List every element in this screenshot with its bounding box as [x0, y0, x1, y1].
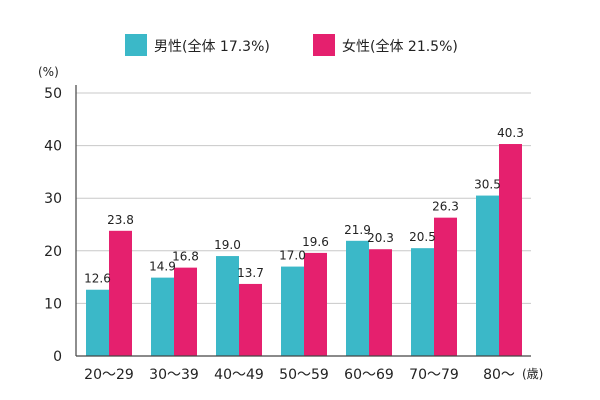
data-label: 13.7 — [237, 266, 264, 280]
data-label: 26.3 — [432, 200, 459, 214]
legend-label-1: 男性(全体 17.3%) — [154, 38, 270, 55]
data-label: 20.3 — [367, 231, 394, 245]
bar-female-4 — [304, 252, 327, 356]
bar-female-7 — [499, 144, 522, 356]
y-tick-label: 0 — [53, 349, 62, 365]
x-tick-label: 50〜59 — [279, 367, 329, 383]
data-label: 23.8 — [107, 213, 134, 227]
x-axis-unit: (歳) — [522, 367, 543, 381]
y-tick-label: 20 — [44, 244, 62, 260]
data-label: 30.5 — [474, 178, 501, 192]
data-label: 20.5 — [409, 230, 436, 244]
bar-male-5 — [346, 240, 369, 356]
bar-female-6 — [434, 217, 457, 356]
data-label: 14.9 — [149, 260, 176, 274]
y-axis-ticks: 0 10 20 30 40 50 — [44, 86, 62, 365]
legend-swatch-2 — [313, 34, 335, 56]
bar-female-2 — [174, 267, 197, 356]
data-label: 16.8 — [172, 250, 199, 264]
bar-male-1 — [86, 289, 109, 356]
data-label: 19.0 — [214, 238, 241, 252]
x-tick-label: 30〜39 — [149, 367, 199, 383]
value-labels: 12.6 14.9 19.0 17.0 21.9 20.5 30.5 23.8 16.8 13.7… — [84, 126, 524, 286]
x-axis-ticks: 20〜29 30〜39 40〜49 50〜59 60〜69 70〜79 80〜 — [84, 367, 515, 383]
legend: 男性(全体 17.3%) 女性(全体 21.5%) — [125, 34, 458, 56]
legend-swatch-1 — [125, 34, 147, 56]
x-tick-label: 40〜49 — [214, 367, 264, 383]
data-label: 12.6 — [84, 272, 111, 286]
bar-female-1 — [109, 230, 132, 356]
bar-male-4 — [281, 266, 304, 356]
y-tick-label: 40 — [44, 139, 62, 155]
x-tick-label: 80〜 — [483, 367, 515, 383]
y-axis-unit: (%) — [38, 65, 59, 79]
legend-label-2: 女性(全体 21.5%) — [342, 38, 458, 55]
bars — [86, 144, 522, 356]
bar-male-7 — [476, 195, 499, 356]
x-tick-label: 70〜79 — [409, 367, 459, 383]
bar-female-3 — [239, 283, 262, 356]
data-label: 40.3 — [497, 126, 524, 140]
bar-male-2 — [151, 277, 174, 356]
data-label: 19.6 — [302, 235, 329, 249]
bar-male-3 — [216, 256, 239, 356]
x-tick-label: 20〜29 — [84, 367, 134, 383]
data-label: 17.0 — [279, 249, 306, 263]
data-label: 21.9 — [344, 223, 371, 237]
x-tick-label: 60〜69 — [344, 367, 394, 383]
y-tick-label: 30 — [44, 191, 62, 207]
bar-male-6 — [411, 248, 434, 356]
y-tick-label: 50 — [44, 86, 62, 102]
y-tick-label: 10 — [44, 296, 62, 312]
bar-female-5 — [369, 249, 392, 356]
